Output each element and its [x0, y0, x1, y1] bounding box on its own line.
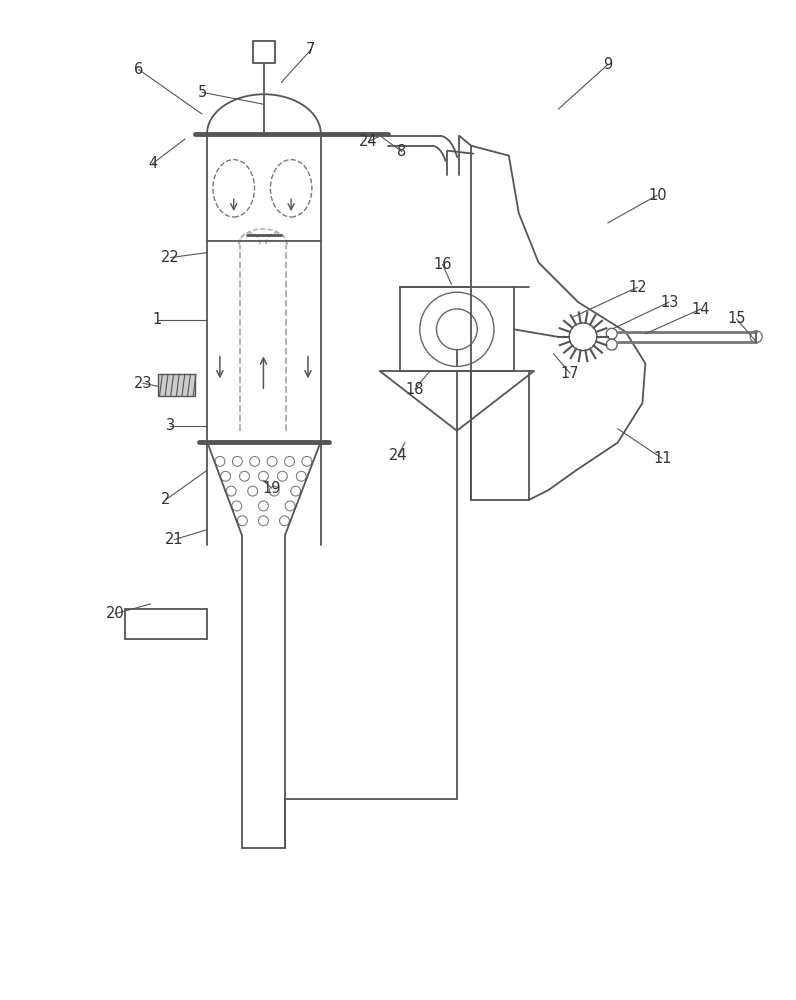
Text: 9: 9	[603, 57, 612, 72]
Bar	[158, 374, 195, 396]
Text: 2: 2	[161, 492, 170, 507]
Text: 14: 14	[692, 302, 710, 317]
Text: 19: 19	[262, 481, 281, 496]
Text: 22: 22	[161, 250, 180, 265]
Text: 18: 18	[406, 382, 424, 397]
Text: 20: 20	[106, 606, 124, 621]
Text: 1: 1	[153, 312, 162, 327]
Text: 5: 5	[197, 85, 207, 100]
Text: 23: 23	[134, 376, 152, 391]
Text: 8: 8	[397, 144, 407, 159]
Text: 24: 24	[388, 448, 408, 463]
Text: 11: 11	[653, 451, 672, 466]
Text: 21: 21	[165, 532, 184, 547]
Bar	[253, 41, 275, 63]
Text: 10: 10	[648, 188, 666, 203]
Text: 6: 6	[134, 62, 143, 77]
Text: 12: 12	[628, 280, 647, 295]
Text: 17: 17	[561, 366, 579, 381]
Text: 7: 7	[306, 42, 315, 57]
Text: 24: 24	[359, 134, 377, 149]
Text: 15: 15	[728, 311, 746, 326]
Text: 13: 13	[660, 295, 678, 310]
Text: 4: 4	[148, 156, 158, 171]
Text: 3: 3	[166, 418, 175, 433]
Text: 16: 16	[433, 257, 452, 272]
